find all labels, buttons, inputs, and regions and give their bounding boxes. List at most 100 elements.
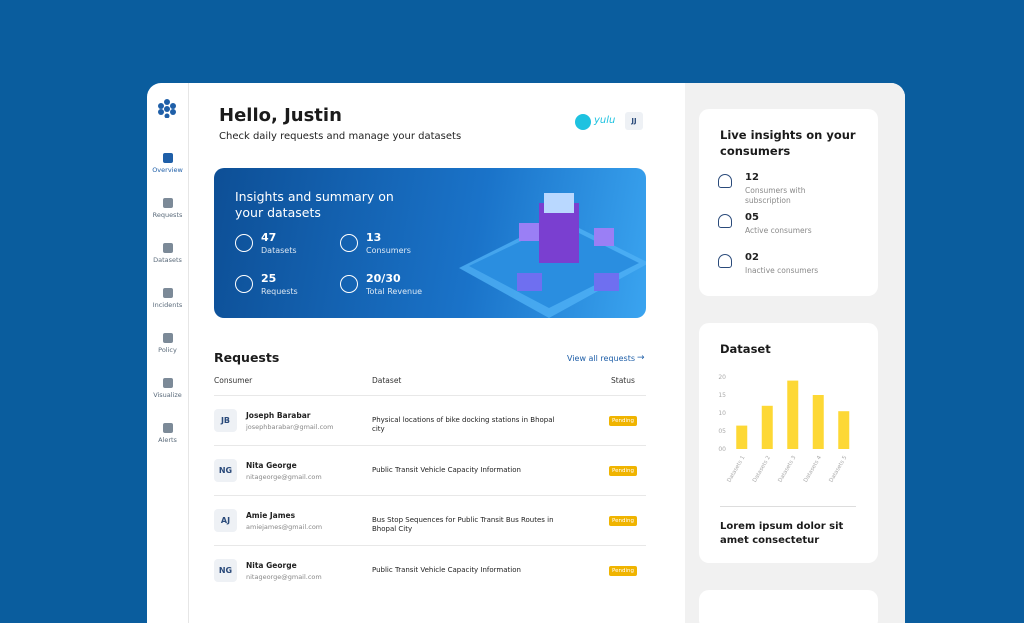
consumer-avatar: NG: [214, 559, 237, 582]
insight-icon: [718, 214, 732, 228]
stat-icon: [340, 234, 358, 252]
y-tick-label: 10: [718, 410, 726, 417]
consumer-email: nitageorge@gmail.com: [246, 473, 322, 481]
stat-label: Total Revenue: [366, 287, 423, 296]
status-badge: Pending: [609, 416, 637, 426]
dataset-name: Public Transit Vehicle Capacity Informat…: [372, 466, 521, 474]
insights-title: Live insights on your consumers: [720, 128, 856, 158]
consumer-name: Amie James: [246, 511, 296, 520]
dataset-name: Public Transit Vehicle Capacity Informat…: [372, 566, 521, 574]
y-tick-label: 15: [718, 392, 726, 399]
app-window: Overview Requests Datasets Incidents Policy V…: [147, 83, 905, 623]
request-row[interactable]: JB Joseph Barabar josephbarabar@gmail.com P…: [214, 395, 646, 446]
column-header: Status: [611, 376, 635, 385]
nav-icon: [162, 198, 173, 208]
bar: [787, 380, 799, 449]
status-badge: Pending: [609, 466, 637, 476]
greeting: Hello, Justin: [219, 105, 342, 126]
status-badge: Pending: [609, 566, 637, 576]
insight-icon: [718, 254, 732, 268]
x-tick-label: Datasets 4: [803, 455, 823, 484]
stat-value: 47: [261, 231, 277, 244]
stat-value: 13: [366, 231, 382, 244]
nav-label: Incidents: [152, 301, 183, 309]
bar-chart: 00 05 10 15 20 Datasets 1 Datasets 2 Datasets 3…: [718, 374, 850, 484]
stat-label: Consumers: [366, 246, 411, 255]
dataset-name: Physical locations of bike docking stati…: [372, 416, 555, 433]
consumer-name: Nita George: [246, 561, 297, 570]
nav-item[interactable]: Visualize: [147, 378, 188, 399]
sidebar: Overview Requests Datasets Incidents Policy V…: [147, 83, 189, 623]
column-header: Dataset: [372, 376, 402, 385]
nav-label: Visualize: [153, 391, 182, 399]
column-header: Consumer: [214, 376, 253, 385]
stat-icon: [340, 275, 358, 293]
nav-icon: [162, 423, 173, 433]
request-row[interactable]: AJ Amie James amiejames@gmail.com Bus Stop …: [214, 495, 646, 546]
consumer-name: Nita George: [246, 461, 297, 470]
nav-item[interactable]: Alerts: [147, 423, 188, 444]
y-tick-label: 20: [718, 374, 726, 381]
consumer-avatar: AJ: [214, 509, 237, 532]
insight-label: Consumers with subscription: [745, 186, 806, 205]
insight-value: 02: [745, 252, 759, 263]
insight-label: Active consumers: [745, 226, 812, 235]
bar: [736, 425, 748, 449]
right-panel: Live insights on your consumers 12 Consum…: [685, 83, 905, 623]
consumer-name: Joseph Barabar: [246, 411, 311, 420]
view-all-link[interactable]: View all requests: [567, 354, 635, 363]
illustration: [459, 193, 646, 318]
card: [699, 590, 878, 623]
nav-icon: [162, 288, 173, 298]
banner-title: Insights and summary on your datasets: [235, 189, 394, 220]
nav-item[interactable]: Requests: [147, 198, 188, 219]
request-row[interactable]: NG Nita George nitageorge@gmail.com Public …: [214, 545, 646, 596]
x-tick-label: Datasets 5: [828, 455, 848, 484]
brand-name: yulu: [594, 115, 616, 126]
requests-title: Requests: [214, 350, 280, 365]
stat-value: 20/30: [366, 272, 401, 285]
insight-label: Inactive consumers: [745, 266, 819, 275]
divider: [720, 506, 856, 507]
consumer-avatar: JB: [214, 409, 237, 432]
x-tick-label: Datasets 1: [726, 455, 746, 484]
nav-item[interactable]: Incidents: [147, 288, 188, 309]
stat-icon: [235, 275, 253, 293]
nav-label: Policy: [158, 346, 177, 354]
insight-icon: [718, 174, 732, 188]
bar: [812, 395, 824, 449]
y-tick-label: 05: [718, 428, 726, 435]
user-avatar[interactable]: JJ: [625, 112, 643, 130]
nav-label: Overview: [152, 166, 183, 174]
consumer-email: amiejames@gmail.com: [246, 523, 323, 531]
nav-icon: [162, 378, 173, 388]
nav-icon: [162, 153, 173, 163]
insight-value: 05: [745, 212, 759, 223]
stat: 25 Requests: [261, 272, 298, 296]
stat: 20/30 Total Revenue: [366, 272, 422, 296]
stat-label: Datasets: [261, 246, 297, 255]
subtitle: Check daily requests and manage your dat…: [219, 131, 462, 142]
stat-label: Requests: [261, 287, 298, 296]
nav-icon: [162, 243, 173, 253]
consumer-email: nitageorge@gmail.com: [246, 573, 322, 581]
brand-icon: [575, 114, 591, 130]
status-badge: Pending: [609, 516, 637, 526]
y-tick-label: 00: [718, 446, 726, 453]
arrow-icon: →: [637, 353, 645, 363]
dataset-title: Dataset: [720, 342, 771, 356]
stat: 47 Datasets: [261, 231, 297, 255]
dataset-card: Dataset 00 05 10 15 20 Datasets 1 Datasets 2 Da…: [699, 323, 878, 563]
nav-label: Datasets: [153, 256, 182, 264]
nav-item[interactable]: Overview: [147, 153, 188, 174]
nav-icon: [162, 333, 173, 343]
insights-card: Live insights on your consumers 12 Consum…: [699, 109, 878, 296]
summary-banner: Insights and summary on your datasets 47…: [214, 168, 646, 318]
page: Overview Requests Datasets Incidents Policy V…: [147, 83, 905, 623]
request-row[interactable]: NG Nita George nitageorge@gmail.com Public …: [214, 445, 646, 496]
consumer-email: josephbarabar@gmail.com: [246, 423, 334, 431]
caption: Lorem ipsum dolor sit amet consectetur: [720, 521, 844, 546]
nav-item[interactable]: Policy: [147, 333, 188, 354]
nav-label: Alerts: [158, 436, 177, 444]
nav-item[interactable]: Datasets: [147, 243, 188, 264]
